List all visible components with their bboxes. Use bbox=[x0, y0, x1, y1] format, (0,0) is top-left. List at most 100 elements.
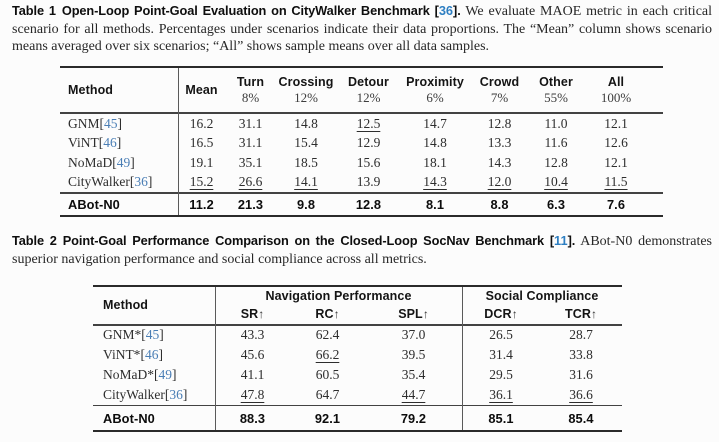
value-cell: 31.1 bbox=[225, 114, 276, 134]
col-header-crossing: Crossing 12% bbox=[276, 68, 336, 112]
col-header-other: Other 55% bbox=[530, 68, 582, 112]
value: 6.3 bbox=[546, 196, 566, 212]
value-cell: 79.2 bbox=[365, 406, 462, 430]
col-header-proximity: Proximity 6% bbox=[401, 68, 469, 112]
value: 26.6 bbox=[238, 174, 263, 190]
value-cell: 36.1 bbox=[462, 385, 540, 405]
value: 44.7 bbox=[401, 386, 426, 402]
citation-link[interactable]: [49] bbox=[112, 155, 135, 171]
value: 14.1 bbox=[294, 174, 318, 190]
value-cell: 14.8 bbox=[401, 134, 469, 154]
value-cell: 11.2 bbox=[178, 194, 225, 216]
value: 79.2 bbox=[400, 410, 427, 426]
value: 12.0 bbox=[487, 174, 512, 190]
bracket: [ bbox=[98, 135, 104, 151]
value: 26.5 bbox=[489, 327, 513, 343]
citation-link[interactable]: [46] bbox=[140, 347, 163, 363]
citation-link[interactable]: [36]. bbox=[435, 3, 461, 19]
value-cell: 12.6 bbox=[582, 134, 650, 154]
value-cell: 31.6 bbox=[540, 365, 622, 385]
method-name: ABot-N0 bbox=[103, 410, 155, 426]
citation-link[interactable]: [36] bbox=[165, 387, 188, 403]
value-cell: 14.3 bbox=[401, 173, 469, 193]
value: 12.1 bbox=[604, 154, 628, 170]
value-cell: 10.4 bbox=[530, 173, 582, 193]
value-cell: 12.5 bbox=[336, 114, 401, 134]
col-header-label: SR bbox=[240, 307, 259, 321]
bracket: ] bbox=[158, 347, 163, 363]
citation-link[interactable]: [36] bbox=[130, 174, 153, 190]
value: 85.1 bbox=[488, 410, 514, 426]
value-cell: 16.2 bbox=[178, 114, 225, 134]
bracket: [ bbox=[112, 154, 117, 170]
method-name: GNM bbox=[68, 115, 100, 131]
col-header-label: All bbox=[607, 75, 625, 89]
value-cell: 37.0 bbox=[365, 326, 462, 346]
value: 18.5 bbox=[294, 154, 318, 170]
citation-number: 36 bbox=[438, 3, 454, 18]
caption-label: Table 1 bbox=[12, 3, 56, 18]
bracket: ] bbox=[182, 386, 188, 402]
col-header-label: Proximity bbox=[406, 75, 464, 89]
value-cell: 29.5 bbox=[462, 365, 540, 385]
value: 8.1 bbox=[425, 196, 445, 212]
value: 15.6 bbox=[356, 154, 381, 170]
table1: Method Mean Turn 8% Crossing 12% Detour 12%… bbox=[60, 66, 663, 217]
table-row-gnm: GNM [45] 16.2 31.1 14.8 12.5 14.7 12.8 1… bbox=[60, 114, 650, 134]
citation-link[interactable]: [46] bbox=[99, 135, 122, 151]
value-cell: 15.2 bbox=[178, 173, 225, 193]
table1-caption: Table 1 Open-Loop Point-Goal Evaluation o… bbox=[12, 2, 712, 56]
value: 12.8 bbox=[544, 154, 568, 170]
method-cell: NoMaD* [49] bbox=[93, 365, 215, 385]
citation-link[interactable]: [49] bbox=[154, 367, 177, 383]
value-cell: 85.4 bbox=[540, 406, 622, 430]
citation-link[interactable]: [45] bbox=[100, 116, 123, 132]
table-row-gnm: GNM* [45] 43.3 62.4 37.0 26.5 28.7 bbox=[93, 326, 622, 346]
value: 12.6 bbox=[604, 135, 628, 151]
value-cell: 12.8 bbox=[469, 114, 530, 134]
value-cell: 36.6 bbox=[540, 385, 622, 405]
table-row-vint: ViNT* [46] 45.6 66.2 39.5 31.4 33.8 bbox=[93, 345, 622, 365]
citation-number: 46 bbox=[144, 347, 159, 363]
value: 64.7 bbox=[315, 386, 340, 402]
value: 8.8 bbox=[490, 196, 509, 212]
citation-link[interactable]: [45] bbox=[141, 327, 164, 343]
value: 12.9 bbox=[356, 135, 381, 151]
value-cell: 19.1 bbox=[178, 153, 225, 173]
value-cell: 21.3 bbox=[225, 194, 276, 216]
value-cell: 13.9 bbox=[336, 173, 401, 193]
value-cell: 11.0 bbox=[530, 114, 582, 134]
value: 21.3 bbox=[237, 196, 264, 212]
col-header-label: Method bbox=[103, 298, 149, 312]
col-header-all: All 100% bbox=[582, 68, 650, 112]
value-cell: 8.8 bbox=[469, 194, 530, 216]
value: 39.5 bbox=[401, 347, 426, 363]
value: 12.8 bbox=[487, 115, 512, 131]
method-name: ViNT* bbox=[103, 347, 141, 363]
col-header-pct: 100% bbox=[600, 90, 632, 105]
table2-header-row: Method Navigation Performance Social Com… bbox=[93, 287, 622, 324]
citation-link[interactable]: [11]. bbox=[550, 233, 576, 249]
value-cell: 12.8 bbox=[336, 194, 401, 216]
citation-number: 36 bbox=[169, 386, 183, 402]
value: 60.5 bbox=[315, 366, 340, 382]
col-header-pct: 7% bbox=[490, 90, 509, 105]
bracket: ] bbox=[130, 154, 135, 170]
value-cell: 66.2 bbox=[290, 345, 365, 365]
caption-label: Table 2 bbox=[12, 233, 57, 248]
value: 14.7 bbox=[423, 115, 447, 131]
caption-body: ABot-N0 demonstrates superior navigation… bbox=[12, 234, 712, 267]
value-cell: 31.1 bbox=[225, 134, 276, 154]
table-row-abot-n0: ABot-N0 11.2 21.3 9.8 12.8 8.1 8.8 6.3 7… bbox=[60, 194, 650, 216]
value-cell: 44.7 bbox=[365, 385, 462, 405]
bracket: ]. bbox=[567, 233, 576, 248]
value: 36.1 bbox=[489, 386, 513, 402]
col-header-method: Method bbox=[93, 287, 215, 324]
value: 16.2 bbox=[189, 115, 214, 131]
col-header-sr: SR ↑ bbox=[215, 305, 290, 324]
bracket: ] bbox=[159, 327, 164, 343]
table2-body: GNM* [45] 43.3 62.4 37.0 26.5 28.7 ViNT*… bbox=[93, 326, 622, 405]
caption-title: Point-Goal Performance Comparison on the… bbox=[62, 233, 545, 248]
method-name: GNM* bbox=[103, 327, 142, 343]
